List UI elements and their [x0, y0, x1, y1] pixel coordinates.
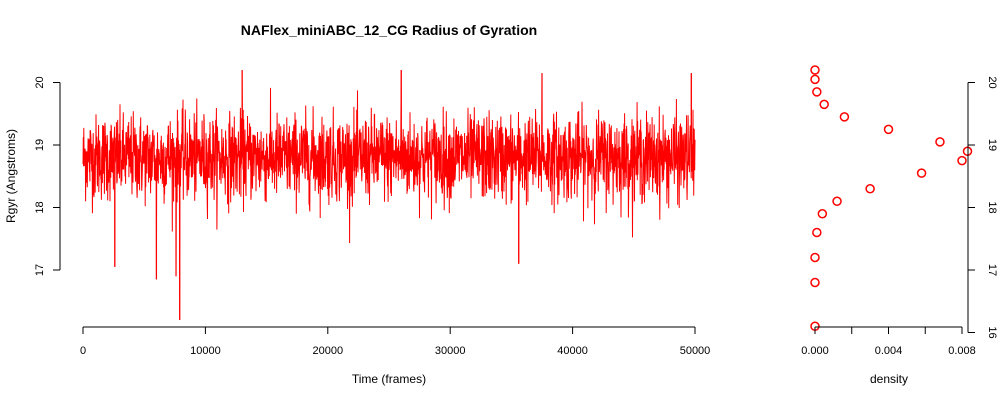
density-x-tick-label: 0.008 — [948, 345, 976, 357]
main-x-axis-label: Time (frames) — [352, 372, 426, 386]
density-point — [819, 99, 829, 110]
density-point — [883, 124, 894, 135]
series-line — [82, 69, 696, 321]
x-tick-label: 0 — [80, 345, 86, 357]
density-point — [810, 277, 820, 288]
density-point — [865, 184, 875, 194]
density-point — [957, 155, 967, 166]
x-tick-label: 30000 — [435, 345, 466, 357]
density-x-axis: 0.000 0.004 0.008 — [801, 326, 976, 357]
x-tick-label: 40000 — [557, 345, 588, 357]
density-x-axis-label: density — [870, 372, 908, 386]
density-points — [810, 65, 973, 331]
density-point — [810, 252, 820, 263]
main-x-axis: 0 10000 20000 30000 40000 50000 — [80, 326, 711, 357]
density-point — [832, 196, 842, 206]
density-point — [817, 209, 828, 219]
density-x-tick-label: 0.004 — [875, 345, 903, 357]
x-tick-label: 10000 — [190, 345, 221, 357]
x-tick-label: 50000 — [680, 345, 711, 357]
density-y-tick-label: 17 — [986, 264, 998, 276]
density-x-tick-label: 0.000 — [801, 345, 829, 357]
density-point — [810, 65, 820, 75]
main-trace — [82, 69, 696, 321]
density-y-tick-label: 20 — [986, 76, 998, 88]
density-y-axis: 16 17 18 19 20 — [967, 76, 998, 339]
density-y-tick-label: 16 — [986, 326, 998, 338]
density-point — [812, 227, 822, 238]
density-y-tick-label: 18 — [986, 201, 998, 213]
main-y-axis: 17 18 19 20 — [34, 76, 61, 276]
y-tick-label: 18 — [34, 201, 46, 213]
x-tick-label: 20000 — [313, 345, 344, 357]
y-tick-label: 20 — [34, 76, 46, 88]
y-tick-label: 17 — [34, 264, 46, 276]
density-point — [810, 74, 820, 85]
density-point — [812, 87, 822, 97]
main-notable-points — [114, 70, 692, 320]
density-y-tick-label: 19 — [986, 139, 998, 151]
density-point — [935, 137, 945, 147]
main-y-axis-label: Rgyr (Angstroms) — [4, 129, 18, 223]
y-tick-label: 19 — [34, 139, 46, 151]
density-point — [916, 168, 927, 178]
chart-title: NAFlex_miniABC_12_CG Radius of Gyration — [241, 22, 537, 38]
density-point — [839, 112, 850, 122]
